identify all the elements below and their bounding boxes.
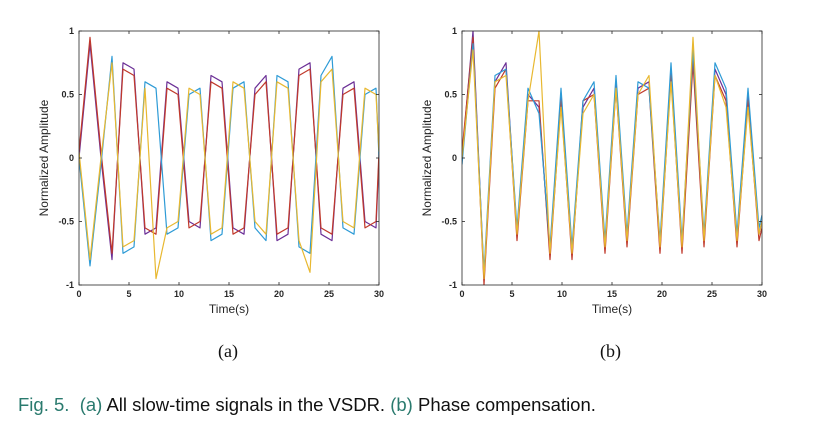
figure-caption: Fig. 5. (a) All slow-time signals in the…: [18, 394, 596, 416]
y-tick-label: -0.5: [58, 217, 74, 227]
series-group: [462, 31, 762, 285]
x-axis-label: Time(s): [592, 302, 632, 316]
series-line-4: [462, 31, 762, 280]
caption-fig-label: Fig. 5.: [18, 394, 70, 415]
y-tick-label: -1: [449, 280, 457, 290]
x-tick-label: 5: [509, 289, 514, 299]
x-tick-label: 25: [707, 289, 717, 299]
x-tick-label: 30: [757, 289, 767, 299]
x-tick-label: 0: [76, 289, 81, 299]
y-tick-label: 0: [69, 153, 74, 163]
chart-panel-b: 0 5 10 15 20 25 30 -1 -0.5 0 0.5 1 Time(s) Normalized…: [420, 26, 767, 316]
x-tick-label: 30: [374, 289, 384, 299]
y-axis-label: Normalized Amplitude: [420, 99, 434, 216]
x-tick-label: 5: [126, 289, 131, 299]
x-tick-label: 10: [174, 289, 184, 299]
caption-part-b-text: Phase compensation.: [417, 394, 596, 415]
x-tick-label: 20: [274, 289, 284, 299]
x-tick-label: 20: [657, 289, 667, 299]
caption-part-b-label: (b): [390, 394, 413, 415]
series-line-3: [462, 43, 762, 273]
panel-label-b: (b): [600, 341, 621, 361]
y-tick-label: 0.5: [444, 90, 457, 100]
series-line-4: [79, 62, 379, 280]
x-tick-label: 15: [607, 289, 617, 299]
x-tick-label: 25: [324, 289, 334, 299]
x-tick-label: 10: [557, 289, 567, 299]
series-line-2: [79, 36, 379, 254]
y-tick-label: 0.5: [61, 90, 74, 100]
caption-part-a-label: (a): [79, 394, 103, 415]
y-tick-label: 1: [69, 26, 74, 36]
y-axis-label: Normalized Amplitude: [37, 99, 51, 216]
y-tick-label: 0: [452, 153, 457, 163]
series-group: [79, 36, 379, 280]
y-tick-label: 1: [452, 26, 457, 36]
y-tick-label: -0.5: [441, 217, 457, 227]
caption-part-a-text: All slow-time signals in the VSDR.: [106, 394, 386, 415]
x-tick-label: 15: [224, 289, 234, 299]
chart-panel-a: 0 5 10 15 20 25 30 -1 -0.5 0 0.5 1 Time(s) Normalized…: [37, 26, 384, 316]
y-tick-label: -1: [66, 280, 74, 290]
x-tick-label: 0: [459, 289, 464, 299]
panel-label-a: (a): [218, 341, 238, 361]
x-axis-label: Time(s): [209, 302, 249, 316]
